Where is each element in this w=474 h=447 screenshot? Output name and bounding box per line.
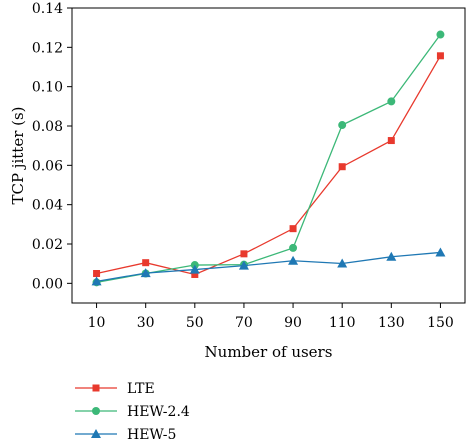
data-point (140, 268, 151, 278)
legend-label: HEW-5 (127, 427, 176, 443)
x-tick-label: 110 (329, 315, 356, 331)
y-tick-label: 0.08 (32, 119, 63, 135)
data-point (387, 137, 395, 145)
data-point (386, 251, 397, 261)
data-point (91, 276, 102, 286)
x-tick-label: 70 (235, 315, 253, 331)
y-axis-ticks: 0.00 0.02 0.04 0.06 0.08 0.10 0.12 0.14 (32, 1, 72, 292)
legend-marker (92, 407, 100, 415)
data-point (93, 270, 101, 277)
data-point (240, 250, 248, 258)
data-point (387, 97, 396, 106)
x-tick-label: 90 (284, 315, 302, 331)
series-line (96, 251, 441, 283)
legend-item: LTE (75, 381, 155, 397)
data-point (288, 255, 299, 265)
data-point (435, 247, 446, 257)
series-lte (93, 52, 444, 278)
data-point (238, 260, 249, 270)
y-tick-label: 0.12 (32, 40, 63, 56)
series-line (96, 55, 441, 276)
x-tick-label: 10 (88, 315, 106, 331)
x-axis-ticks: 10 30 50 70 90 110 130 150 (88, 303, 454, 331)
series-line (96, 34, 441, 283)
data-point (436, 52, 444, 60)
legend-item: HEW-2.4 (75, 404, 190, 420)
data-point (289, 225, 297, 233)
x-tick-label: 150 (427, 315, 454, 331)
x-tick-label: 50 (186, 315, 204, 331)
x-axis-label: Number of users (205, 343, 333, 361)
data-point (191, 270, 199, 278)
data-point (289, 243, 298, 252)
data-point (337, 258, 348, 268)
series-hew-2-4 (92, 30, 445, 287)
x-tick-label: 30 (137, 315, 155, 331)
data-point (338, 121, 347, 130)
y-tick-label: 0.14 (32, 1, 63, 17)
legend-label: LTE (127, 381, 155, 397)
y-tick-label: 0.10 (32, 80, 63, 96)
y-tick-label: 0.06 (32, 158, 63, 174)
legend-label: HEW-2.4 (127, 404, 190, 420)
plot-frame (71, 7, 466, 304)
legend-marker (92, 384, 100, 392)
data-point (338, 163, 346, 171)
y-tick-label: 0.02 (32, 237, 63, 253)
y-tick-label: 0.04 (32, 198, 63, 214)
x-tick-label: 130 (378, 315, 405, 331)
data-point (142, 259, 150, 267)
legend: LTE HEW-2.4 HEW-5 (75, 381, 190, 443)
series-layer (91, 30, 446, 287)
data-point (189, 264, 200, 274)
legend-item: HEW-5 (75, 427, 176, 443)
legend-marker (91, 429, 101, 438)
y-tick-label: 0.00 (32, 276, 63, 292)
series-hew-5 (91, 247, 446, 286)
y-axis-label: TCP jitter (s) (9, 106, 27, 204)
data-point (436, 30, 445, 39)
